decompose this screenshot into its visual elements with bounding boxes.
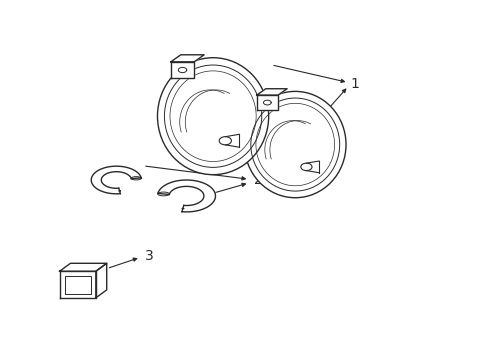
Polygon shape — [91, 166, 141, 194]
Polygon shape — [170, 62, 194, 78]
Ellipse shape — [244, 91, 346, 198]
Polygon shape — [158, 180, 215, 212]
Polygon shape — [256, 95, 278, 110]
Ellipse shape — [300, 163, 311, 171]
Text: 1: 1 — [350, 77, 359, 91]
Ellipse shape — [157, 58, 268, 175]
Polygon shape — [170, 55, 204, 62]
Text: 3: 3 — [145, 249, 154, 263]
Polygon shape — [96, 263, 106, 298]
Text: 2: 2 — [254, 173, 263, 187]
Polygon shape — [60, 263, 106, 271]
Polygon shape — [60, 271, 96, 298]
Polygon shape — [256, 89, 286, 95]
Ellipse shape — [219, 137, 231, 145]
